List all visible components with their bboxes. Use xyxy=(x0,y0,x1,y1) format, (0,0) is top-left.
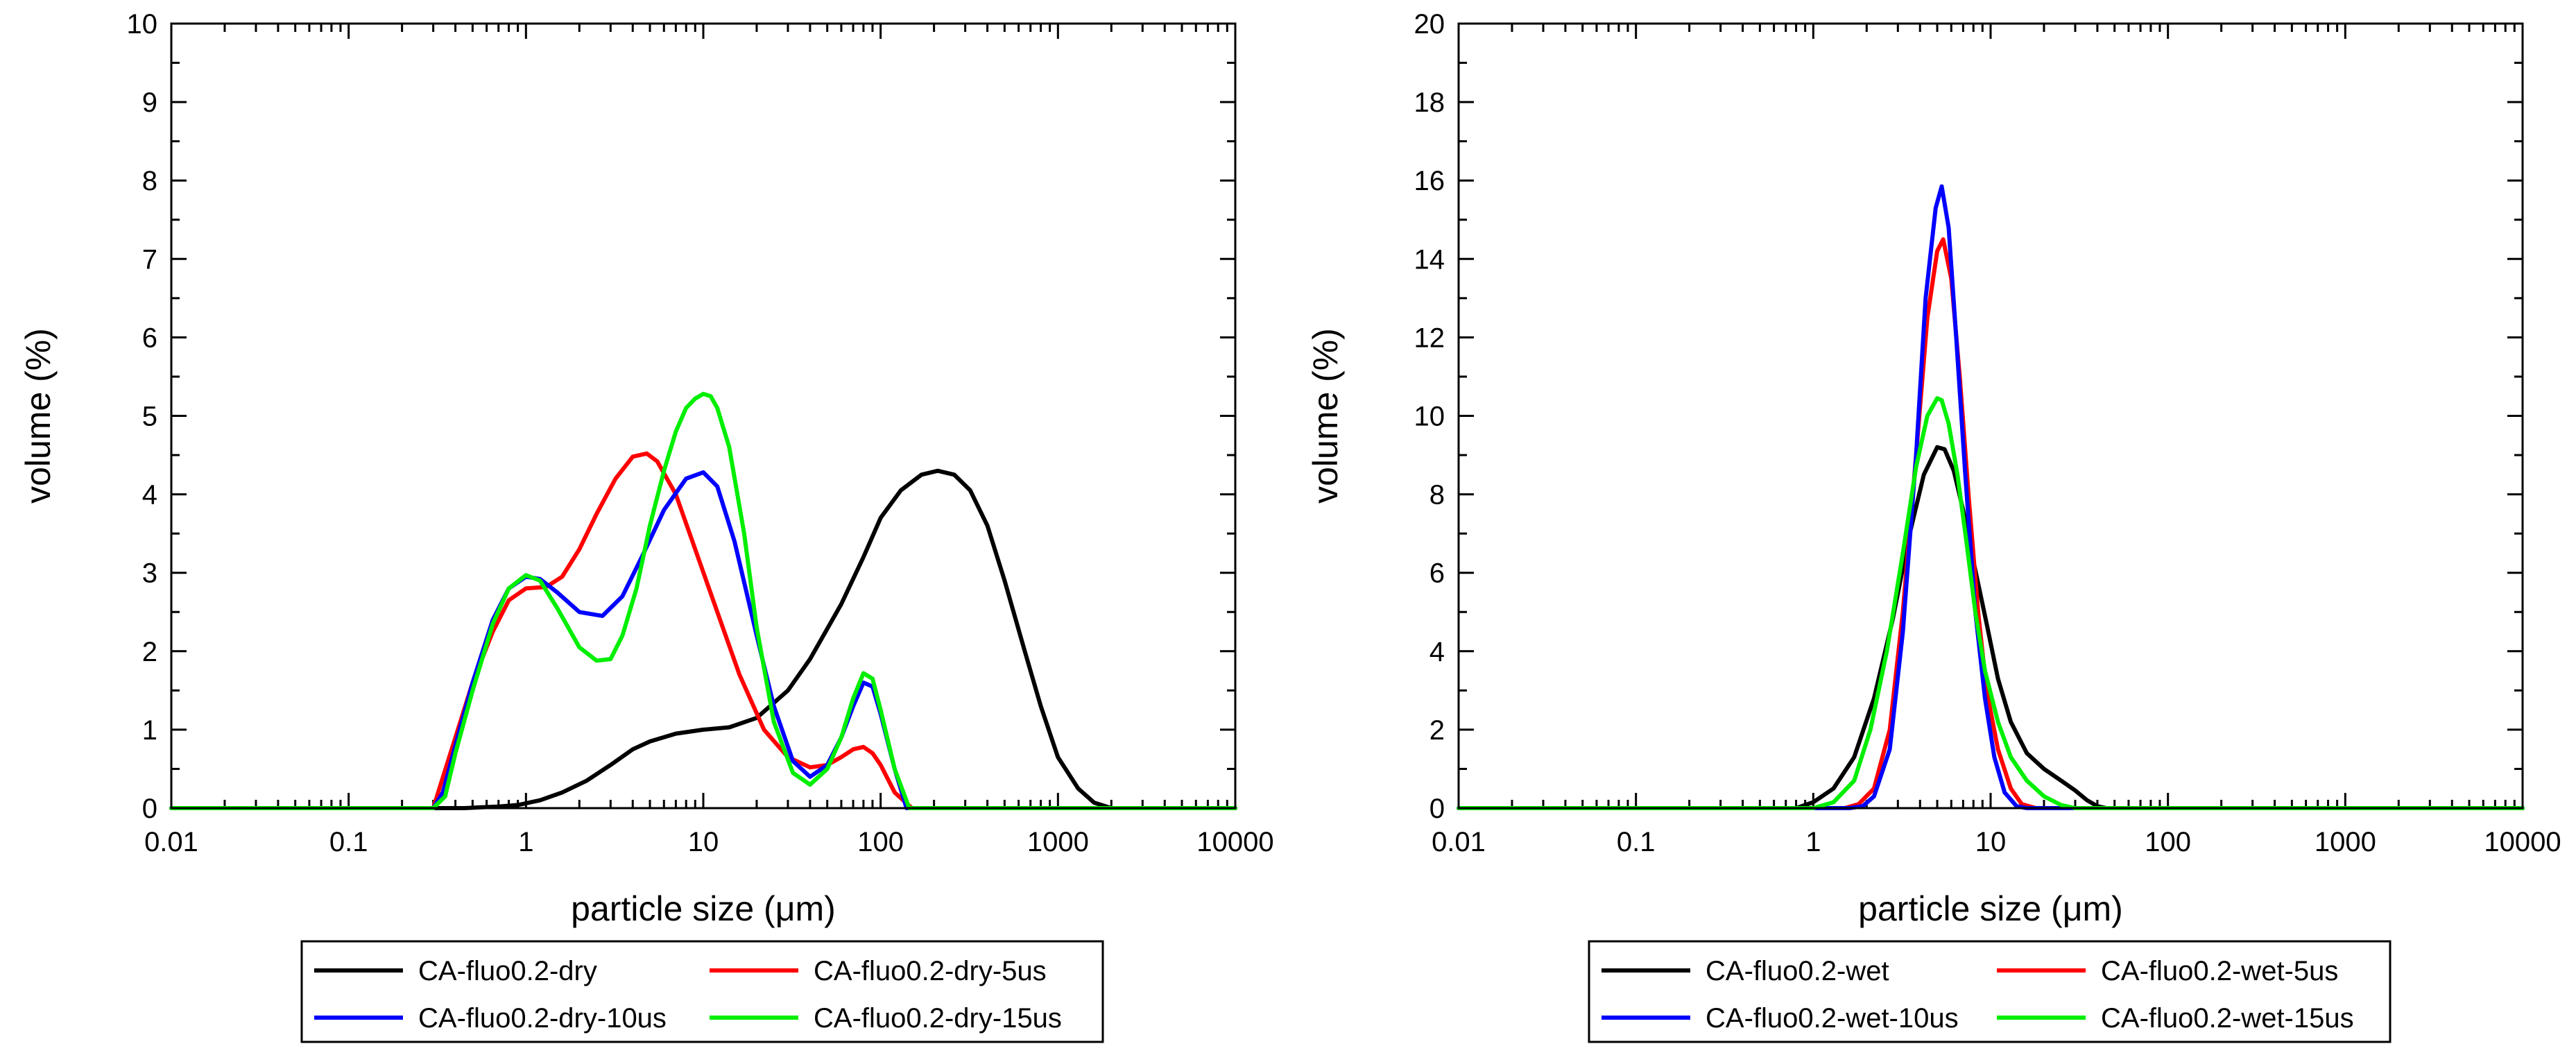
y-tick-label: 4 xyxy=(1429,637,1445,667)
legend-box xyxy=(300,940,1104,1043)
x-tick-label: 10 xyxy=(688,827,719,857)
series-line-ca-fluo0-2-wet-15us xyxy=(1457,396,2525,810)
y-axis-title: volume (%) xyxy=(1306,328,1345,504)
x-tick-label: 10 xyxy=(1975,827,2007,857)
series-group xyxy=(1457,184,2525,810)
y-tick-label: 3 xyxy=(142,558,157,589)
legend-label: CA-fluo0.2-dry-15us xyxy=(814,1003,1062,1034)
legend: CA-fluo0.2-dry CA-fluo0.2-dry-5us CA-fluo0… xyxy=(300,940,1104,1043)
plot-frame xyxy=(1457,22,2524,810)
x-tick-label: 10000 xyxy=(2484,827,2561,857)
y-tick-label: 4 xyxy=(142,480,157,511)
x-tick-label: 100 xyxy=(857,827,904,857)
legend-box xyxy=(1588,940,2392,1043)
y-tick-label: 2 xyxy=(142,637,157,667)
y-tick-label: 0 xyxy=(1429,794,1445,824)
x-tick-label: 0.1 xyxy=(329,827,368,857)
legend-label: CA-fluo0.2-dry-10us xyxy=(418,1003,667,1034)
legend-label: CA-fluo0.2-wet-10us xyxy=(1706,1003,1959,1034)
series-line-ca-fluo0-2-dry-5us xyxy=(169,451,1237,810)
y-axis-ticks: 0 1 2 3 4 5 6 7 8 9 10 xyxy=(127,9,1235,824)
y-tick-label: 20 xyxy=(1414,9,1445,40)
y-tick-label: 6 xyxy=(1429,558,1445,589)
y-tick-label: 8 xyxy=(142,166,157,196)
legend-label: CA-fluo0.2-dry xyxy=(418,956,597,986)
legend-label: CA-fluo0.2-wet-5us xyxy=(2101,956,2338,986)
x-axis-title: particle size (μm) xyxy=(571,889,836,928)
series-line-ca-fluo0-2-wet-10us xyxy=(1457,184,2525,810)
y-tick-label: 1 xyxy=(142,715,157,746)
y-tick-label: 2 xyxy=(1429,715,1445,746)
chart-wet: 0 2 4 6 8 10 12 14 16 18 20 0.01 0.1 1 10 100 1000 10000 p… xyxy=(1306,9,2561,1043)
x-axis-ticks: 0.01 0.1 1 10 100 1000 10000 xyxy=(144,24,1274,857)
legend-label: CA-fluo0.2-wet-15us xyxy=(2101,1003,2354,1034)
x-tick-label: 100 xyxy=(2145,827,2191,857)
series-line-ca-fluo0-2-dry-15us xyxy=(169,391,1237,810)
y-tick-label: 6 xyxy=(142,323,157,353)
x-tick-label: 10000 xyxy=(1196,827,1273,857)
series-group xyxy=(169,391,1237,810)
plot-frame xyxy=(170,22,1237,810)
y-tick-label: 8 xyxy=(1429,480,1445,511)
x-axis-title: particle size (μm) xyxy=(1858,889,2123,928)
series-line-ca-fluo0-2-wet-5us xyxy=(1457,237,2525,810)
x-tick-label: 0.1 xyxy=(1617,827,1656,857)
y-axis-title: volume (%) xyxy=(19,328,58,504)
y-tick-label: 16 xyxy=(1414,166,1445,196)
legend: CA-fluo0.2-wet CA-fluo0.2-wet-5us CA-fluo0… xyxy=(1588,940,2392,1043)
x-tick-label: 1000 xyxy=(1027,827,1089,857)
x-tick-label: 1000 xyxy=(2315,827,2376,857)
y-tick-label: 12 xyxy=(1414,323,1445,353)
x-tick-label: 1 xyxy=(1805,827,1821,857)
legend-label: CA-fluo0.2-wet xyxy=(1706,956,1889,986)
y-tick-label: 9 xyxy=(142,87,157,118)
y-tick-label: 14 xyxy=(1414,244,1445,275)
legend-label: CA-fluo0.2-dry-5us xyxy=(814,956,1047,986)
y-tick-label: 10 xyxy=(127,9,158,40)
series-line-ca-fluo0-2-dry xyxy=(169,468,1237,810)
y-tick-label: 10 xyxy=(1414,402,1445,432)
x-tick-label: 0.01 xyxy=(1432,827,1486,857)
y-tick-label: 7 xyxy=(142,244,157,275)
x-tick-label: 0.01 xyxy=(144,827,198,857)
y-tick-label: 5 xyxy=(142,402,157,432)
y-tick-label: 0 xyxy=(142,794,157,824)
chart-dry: 0 1 2 3 4 5 6 7 8 9 10 0.01 0.1 1 10 100 1000 10000 partic… xyxy=(19,9,1274,1043)
y-tick-label: 18 xyxy=(1414,87,1445,118)
x-tick-label: 1 xyxy=(518,827,533,857)
